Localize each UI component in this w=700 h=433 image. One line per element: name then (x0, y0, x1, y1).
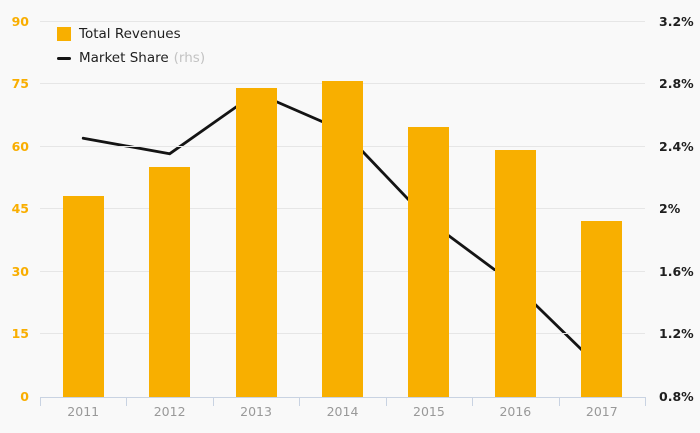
x-axis-label: 2014 (326, 404, 359, 419)
x-axis-tick (385, 398, 387, 406)
y-axis-label-right: 1.2% (659, 326, 694, 341)
market-share-swatch-icon (57, 56, 71, 60)
y-axis-label-right: 2.8% (659, 76, 694, 91)
x-axis-tick (558, 398, 560, 406)
y-axis-label-left: 15 (11, 326, 29, 341)
legend-label-suffix: (rhs) (173, 50, 206, 66)
x-axis-label: 2017 (585, 404, 618, 419)
y-axis-label-right: 2.4% (659, 138, 694, 154)
bar-2016 (494, 150, 536, 397)
bar-2012 (149, 166, 191, 397)
x-axis-tick (299, 398, 301, 406)
x-axis-tick (472, 398, 474, 406)
y-axis-label-left: 30 (11, 263, 29, 279)
chart-legend: Total Revenues Market Share (rhs) (57, 25, 205, 73)
bar-2017 (581, 221, 623, 397)
total-revenues-swatch-icon (57, 27, 71, 41)
x-axis-tick (645, 398, 646, 406)
bar-2015 (408, 127, 450, 397)
gridline (40, 20, 645, 22)
x-axis-tick (126, 398, 128, 406)
legend-label: Total Revenues (79, 26, 181, 42)
x-axis-label: 2011 (67, 404, 100, 419)
bar-2014 (322, 81, 363, 397)
x-axis-tick (212, 398, 214, 406)
x-axis-label: 2013 (240, 404, 272, 419)
y-axis-label-left: 90 (11, 13, 29, 29)
x-axis-tick (40, 398, 41, 406)
y-axis-label-right: 3.2% (659, 13, 694, 29)
legend-item-total-revenues[interactable]: Total Revenues (57, 25, 205, 43)
x-axis-label: 2015 (413, 404, 445, 419)
y-axis-label-left: 0 (20, 388, 29, 404)
bar-2011 (62, 196, 104, 397)
x-axis-label: 2016 (499, 404, 532, 419)
y-axis-label-right: 0.8% (659, 388, 694, 404)
y-axis-label-left: 60 (11, 138, 29, 154)
legend-label: Market Share (79, 50, 169, 66)
y-axis-label-left: 75 (11, 76, 29, 91)
x-axis-line (40, 397, 646, 398)
y-axis-label-right: 2% (659, 201, 681, 216)
y-axis-label-left: 45 (11, 201, 29, 216)
x-axis-label: 2012 (153, 404, 186, 419)
y-axis-label-right: 1.6% (659, 263, 694, 279)
bar-2013 (235, 87, 277, 397)
legend-item-market-share[interactable]: Market Share (rhs) (57, 49, 205, 67)
